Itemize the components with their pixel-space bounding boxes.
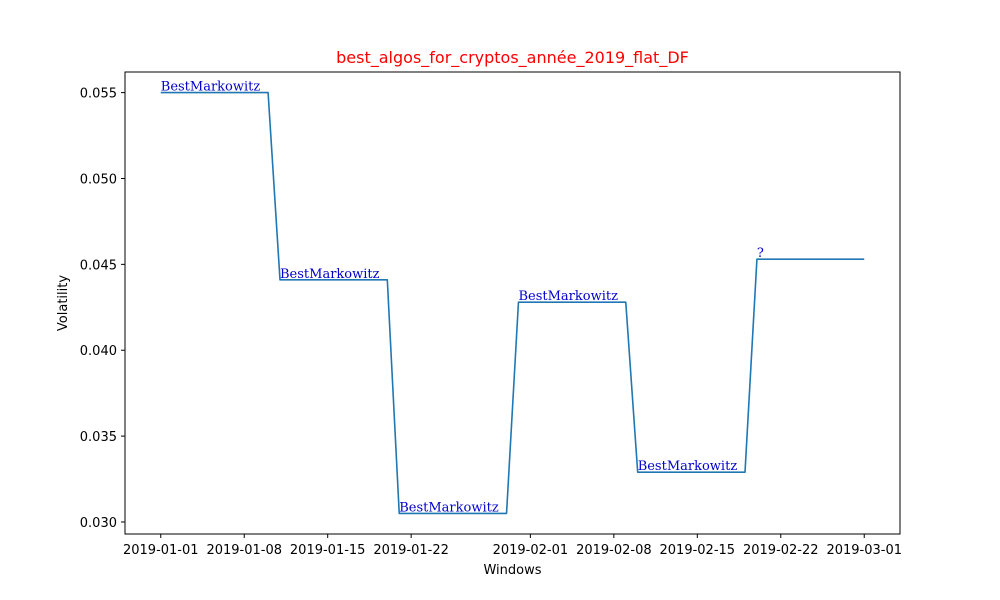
annotation-label: BestMarkowitz	[280, 267, 380, 282]
chart-title: best_algos_for_cryptos_année_2019_flat_D…	[336, 48, 689, 68]
y-tick-label: 0.050	[80, 172, 117, 187]
y-tick-label: 0.040	[80, 344, 117, 359]
y-tick-label: 0.035	[80, 430, 117, 445]
annotation-label: BestMarkowitz	[161, 80, 261, 95]
y-tick-label: 0.030	[80, 516, 117, 531]
plot-frame	[124, 71, 901, 535]
x-tick-label: 2019-01-22	[373, 543, 449, 558]
x-axis: 2019-01-01 2019-01-08 2019-01-15 2019-01-22…	[123, 534, 902, 558]
x-tick-label: 2019-03-01	[826, 543, 902, 558]
x-tick-label: 2019-01-01	[123, 543, 199, 558]
plot-area: BestMarkowitz BestMarkowitz BestMarkowitz B…	[160, 80, 865, 515]
y-axis: 0.030 0.035 0.040 0.045 0.050 0.055	[80, 87, 125, 531]
y-tick-label: 0.045	[80, 258, 117, 273]
y-tick-label: 0.055	[80, 87, 117, 102]
x-tick-label: 2019-02-01	[493, 543, 569, 558]
annotation-label: BestMarkowitz	[638, 459, 738, 474]
x-tick-label: 2019-02-15	[660, 543, 736, 558]
series-line-0	[160, 91, 865, 515]
x-tick-label: 2019-02-08	[576, 543, 652, 558]
annotation-label: BestMarkowitz	[518, 289, 618, 304]
x-tick-label: 2019-01-15	[290, 543, 366, 558]
y-axis-label: Volatility	[56, 275, 71, 331]
annotation-label: ?	[757, 246, 764, 261]
x-tick-label: 2019-01-08	[206, 543, 282, 558]
annotation-label: BestMarkowitz	[399, 500, 499, 515]
x-tick-label: 2019-02-22	[743, 543, 819, 558]
x-axis-label: Windows	[483, 563, 541, 578]
